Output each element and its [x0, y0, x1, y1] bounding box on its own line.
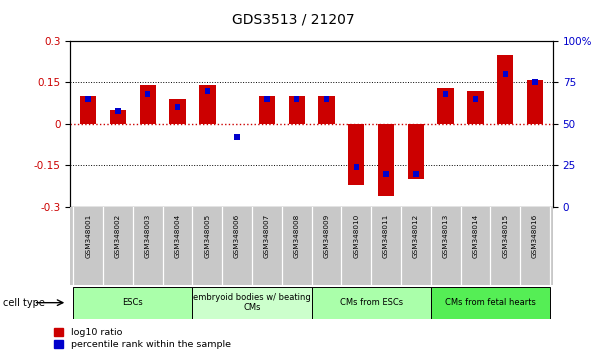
Text: GSM348003: GSM348003	[145, 213, 151, 258]
Text: GSM348016: GSM348016	[532, 213, 538, 258]
Text: GSM348006: GSM348006	[234, 213, 240, 258]
Bar	[527, 80, 543, 124]
Bar	[497, 55, 513, 124]
Text: GDS3513 / 21207: GDS3513 / 21207	[232, 12, 354, 27]
Text: CMs from fetal hearts: CMs from fetal hearts	[445, 298, 536, 307]
Bar	[443, 91, 448, 97]
Bar	[199, 85, 216, 124]
Legend: log10 ratio, percentile rank within the sample: log10 ratio, percentile rank within the …	[54, 328, 230, 349]
Bar	[324, 96, 329, 102]
Bar	[378, 124, 394, 196]
Text: GSM348004: GSM348004	[175, 213, 180, 258]
Bar	[532, 79, 538, 85]
Bar	[354, 164, 359, 170]
Text: GSM348014: GSM348014	[472, 213, 478, 258]
Bar	[348, 124, 365, 185]
Bar	[312, 287, 431, 319]
Bar	[408, 124, 424, 179]
Bar	[437, 88, 454, 124]
Text: cell type: cell type	[3, 298, 45, 308]
Bar	[139, 85, 156, 124]
Bar	[473, 96, 478, 102]
Text: GSM348010: GSM348010	[353, 213, 359, 258]
Text: GSM348012: GSM348012	[413, 213, 419, 258]
Bar	[115, 108, 120, 114]
Text: ESCs: ESCs	[122, 298, 143, 307]
Text: GSM348002: GSM348002	[115, 213, 121, 258]
Text: GSM348001: GSM348001	[85, 213, 91, 258]
Bar	[205, 87, 210, 94]
Bar	[80, 96, 97, 124]
Text: CMs from ESCs: CMs from ESCs	[340, 298, 403, 307]
Text: GSM348005: GSM348005	[204, 213, 210, 258]
Bar	[384, 171, 389, 177]
Bar	[145, 91, 150, 97]
Bar	[264, 96, 269, 102]
Bar	[235, 134, 240, 140]
Text: GSM348013: GSM348013	[443, 213, 448, 258]
Bar	[86, 96, 91, 102]
Bar	[503, 71, 508, 77]
Text: GSM348009: GSM348009	[323, 213, 329, 258]
Bar	[318, 96, 335, 124]
Bar	[73, 287, 192, 319]
Bar	[413, 171, 419, 177]
Bar	[175, 104, 180, 110]
Text: GSM348011: GSM348011	[383, 213, 389, 258]
Bar	[110, 110, 126, 124]
Text: embryoid bodies w/ beating
CMs: embryoid bodies w/ beating CMs	[193, 293, 311, 312]
Bar	[467, 91, 484, 124]
Bar	[192, 287, 312, 319]
Text: GSM348007: GSM348007	[264, 213, 270, 258]
Text: GSM348015: GSM348015	[502, 213, 508, 258]
Text: GSM348008: GSM348008	[294, 213, 300, 258]
Bar	[431, 287, 550, 319]
Bar	[288, 96, 305, 124]
Bar	[169, 99, 186, 124]
Bar	[294, 96, 299, 102]
Bar	[258, 96, 275, 124]
